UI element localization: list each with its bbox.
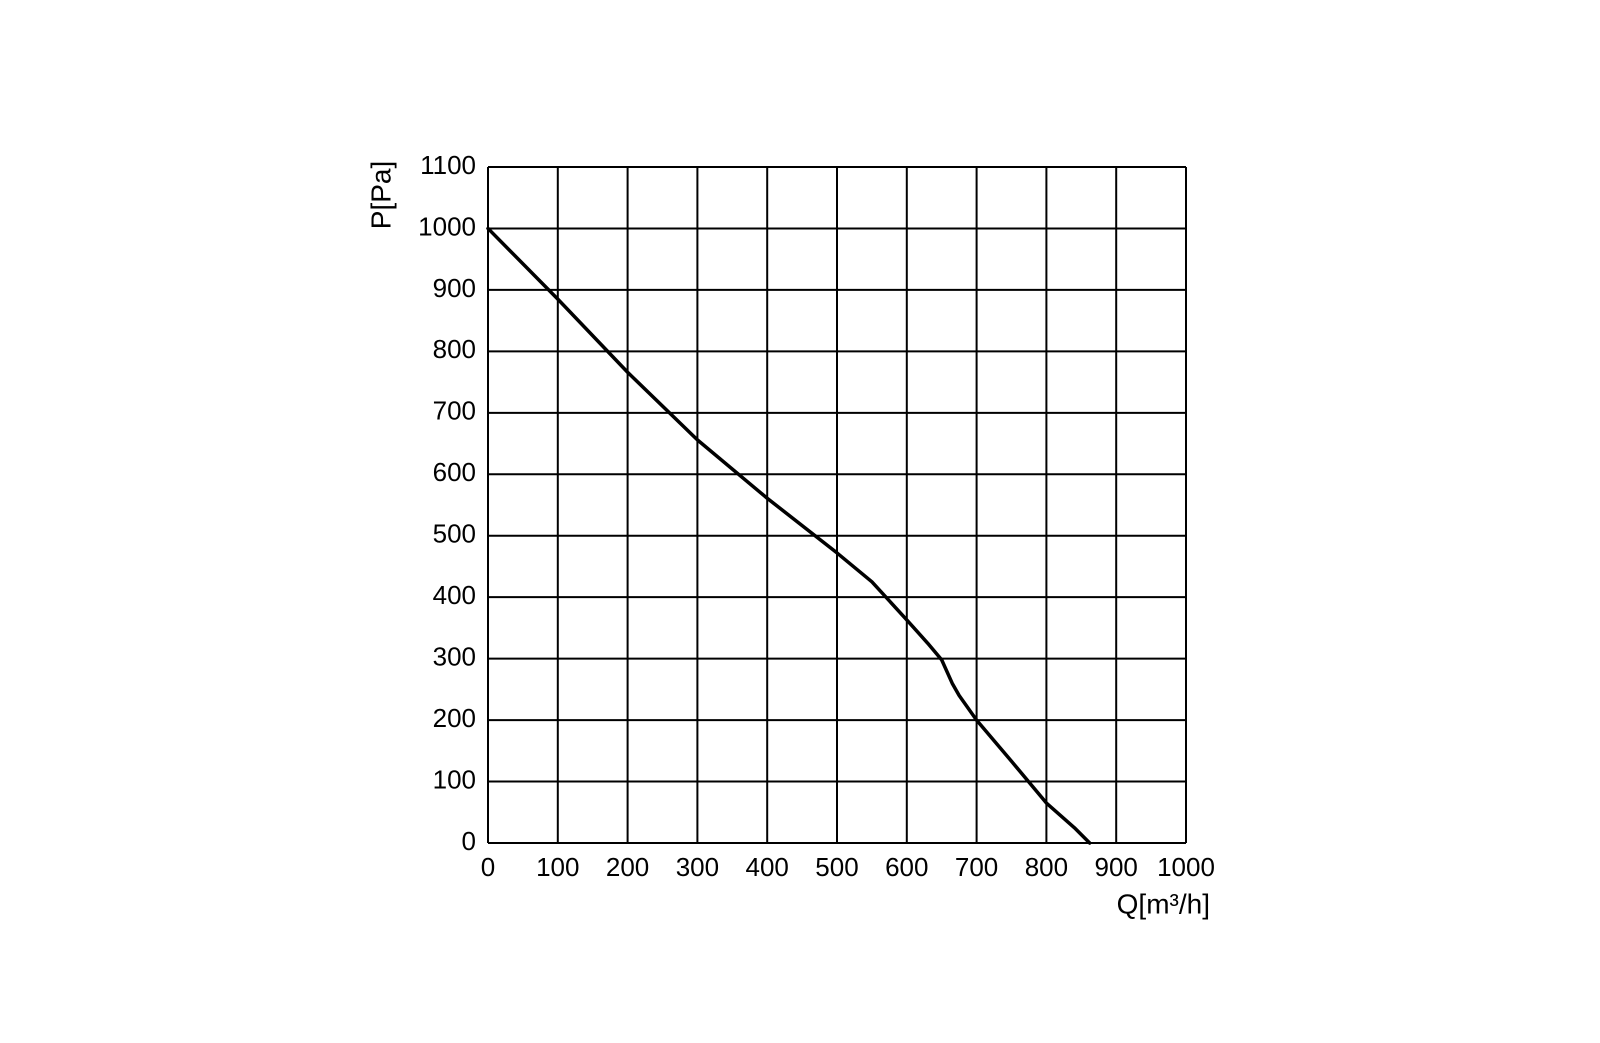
y-tick-label: 500 (433, 519, 476, 549)
x-tick-label: 700 (955, 852, 998, 882)
x-tick-label: 800 (1025, 852, 1068, 882)
y-axis-label: P[Pa] (365, 161, 396, 229)
y-tick-label: 600 (433, 457, 476, 487)
x-tick-label: 200 (606, 852, 649, 882)
y-tick-label: 1000 (418, 211, 476, 241)
x-tick-label: 0 (481, 852, 495, 882)
y-tick-label: 400 (433, 580, 476, 610)
y-tick-label: 900 (433, 273, 476, 303)
y-tick-label: 0 (462, 826, 476, 856)
curve (486, 226, 1092, 845)
x-tick-label: 600 (885, 852, 928, 882)
y-tick-label: 800 (433, 334, 476, 364)
y-tick-label: 100 (433, 764, 476, 794)
y-tick-label: 1100 (420, 150, 476, 180)
x-tick-label: 900 (1095, 852, 1138, 882)
y-tick-label: 200 (433, 703, 476, 733)
x-tick-label: 300 (676, 852, 719, 882)
y-tick-label: 300 (433, 642, 476, 672)
x-tick-label: 500 (815, 852, 858, 882)
x-axis-label: Q[m³/h] (1117, 888, 1210, 919)
y-tick-label: 700 (433, 396, 476, 426)
x-tick-label: 400 (746, 852, 789, 882)
x-tick-label: 1000 (1157, 852, 1215, 882)
x-tick-label: 100 (536, 852, 579, 882)
